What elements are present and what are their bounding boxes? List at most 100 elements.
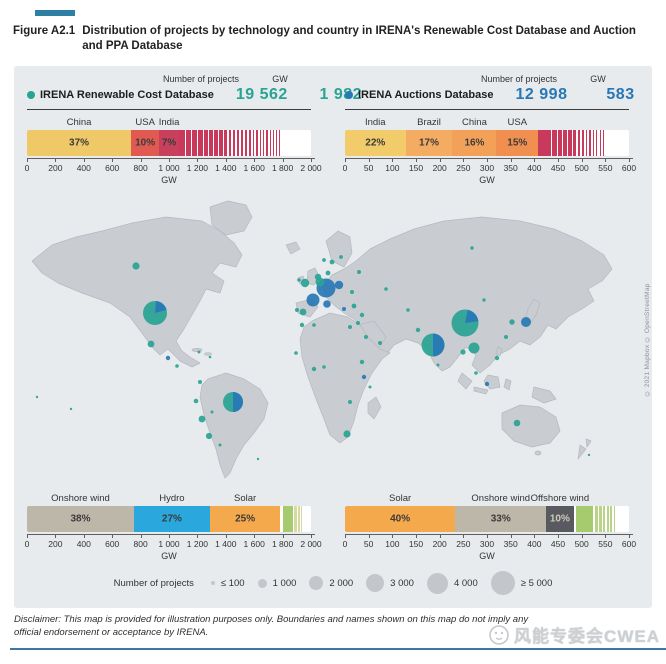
bar-segment: 37%	[27, 130, 132, 156]
segment-percent: 22%	[365, 137, 386, 149]
axis-tick	[463, 158, 465, 162]
axis-tick	[55, 534, 57, 538]
map-bubble	[294, 351, 298, 355]
map-bubble	[334, 280, 344, 290]
axis-tick-label: 500	[574, 539, 589, 549]
axis-unit-label: GW	[479, 175, 495, 185]
cost-db-gw-total: 1 982	[319, 86, 363, 103]
bar-stripe	[263, 130, 265, 156]
country-labels: China USA India	[27, 117, 311, 130]
bar-stripe	[266, 130, 268, 156]
map-bubble	[210, 410, 214, 414]
bar-stripe	[228, 130, 232, 156]
bar-segment: 17%	[405, 130, 453, 156]
axis-tick	[629, 158, 630, 162]
axis-tick	[558, 158, 559, 162]
bubble-legend-value: ≥ 5 000	[520, 577, 553, 589]
axis-tick	[439, 534, 441, 538]
axis-tick-label: 300	[479, 163, 495, 173]
axis-tick-label: 400	[527, 163, 542, 173]
disclaimer-text: Disclaimer: This map is provided for ill…	[14, 614, 529, 638]
map-bubble	[421, 333, 445, 357]
bubble-legend-item: 4 000	[426, 572, 478, 594]
axis-tick	[197, 158, 199, 162]
segment-percent: 16%	[464, 137, 485, 149]
axis-tick	[581, 158, 583, 162]
page-title: Distribution of projects by technology a…	[82, 25, 636, 52]
bar-stripe	[237, 130, 240, 156]
map-bubble	[348, 325, 352, 329]
bar-stripe	[276, 130, 278, 156]
map-bubble	[364, 335, 368, 339]
map-bubble	[339, 255, 343, 259]
axis-tick-label: 150	[408, 539, 424, 549]
map-bubble	[295, 308, 299, 312]
axis-tick-label: 1 600	[243, 163, 265, 173]
auctions-db-country-chart: India Brazil China USA 22% 17% 16% 15% 0 50 100 1…	[343, 117, 636, 185]
bubble-legend-item: 1 000	[257, 578, 296, 589]
axis-tick	[463, 534, 465, 538]
world-map-svg	[31, 200, 613, 479]
bar-stripe	[557, 130, 563, 156]
axis-tick	[112, 158, 114, 162]
map-landmasses	[31, 200, 613, 479]
segment-percent: 15%	[507, 137, 528, 149]
axis-tick-label: 250	[456, 163, 471, 173]
axis-tick	[254, 158, 256, 162]
axis-tick	[439, 158, 441, 162]
cost-db-row: IRENA Renewable Cost Database 19 562 1 9…	[27, 86, 362, 104]
bar-stripe	[599, 506, 602, 532]
axis-tick-label: 450	[550, 163, 566, 173]
bar-stripe	[599, 130, 601, 156]
axis-tick-label: 400	[527, 539, 542, 549]
map-bubble	[361, 374, 367, 380]
bubble-legend-value: 2 000	[329, 577, 354, 589]
bar-stripe	[203, 130, 208, 156]
bubble-legend-item: 3 000	[366, 574, 414, 592]
bar-stripe	[197, 130, 203, 156]
axis: 0 50 100 150 200 250 300 350 400 450 500 550 600	[343, 534, 636, 550]
bar-stripe	[273, 130, 274, 156]
map-bubble	[356, 321, 360, 325]
map-bubble	[256, 457, 260, 461]
map-bubble	[198, 415, 206, 423]
map-bubble	[513, 419, 521, 427]
segment-percent: 10%	[549, 513, 570, 525]
axis-tick-label: 800	[133, 539, 148, 549]
bar-stripe	[563, 130, 567, 156]
map-bubble	[357, 270, 361, 274]
map-bubble	[351, 303, 357, 309]
bar-stripe	[585, 130, 588, 156]
map-bubble	[165, 355, 171, 361]
segment-label: Solar	[389, 493, 412, 504]
map-bubble	[299, 322, 305, 328]
projects-header: Number of projects	[162, 74, 240, 84]
segment-percent: 40%	[390, 513, 411, 525]
axis-tick-label: 400	[76, 163, 91, 173]
axis-tick-label: 50	[363, 539, 374, 549]
map-bubble	[329, 259, 335, 265]
map-bubble	[35, 395, 39, 399]
map-bubble	[504, 335, 508, 339]
title-accent-dash	[35, 10, 75, 16]
map-bubble	[470, 246, 474, 250]
segment-percent: 7%	[161, 137, 177, 149]
bar-stripe	[279, 130, 281, 156]
bubble-legend-value: ≤ 100	[220, 577, 245, 589]
segment-label: USA	[135, 117, 155, 128]
stacked-bar: 22% 17% 16% 15%	[345, 130, 629, 156]
axis-tick	[83, 534, 85, 538]
map-bubble	[521, 317, 531, 327]
bubble-legend-circle	[426, 572, 448, 594]
stacked-bar: 40% 33% 10%	[345, 506, 629, 532]
bar-stripe	[551, 130, 557, 156]
map-bubble	[175, 364, 179, 368]
axis-tick	[581, 534, 583, 538]
axis-tick-label: 0	[24, 163, 30, 173]
axis-tick	[487, 158, 488, 162]
segment-percent: 37%	[69, 137, 90, 149]
map-bubble	[494, 355, 500, 361]
bubble-legend-items: ≤ 100 1 000 2 000 3 000 4 000 ≥ 5 000	[210, 571, 553, 595]
map-bubble	[297, 278, 301, 282]
bar-stripe	[592, 130, 595, 156]
